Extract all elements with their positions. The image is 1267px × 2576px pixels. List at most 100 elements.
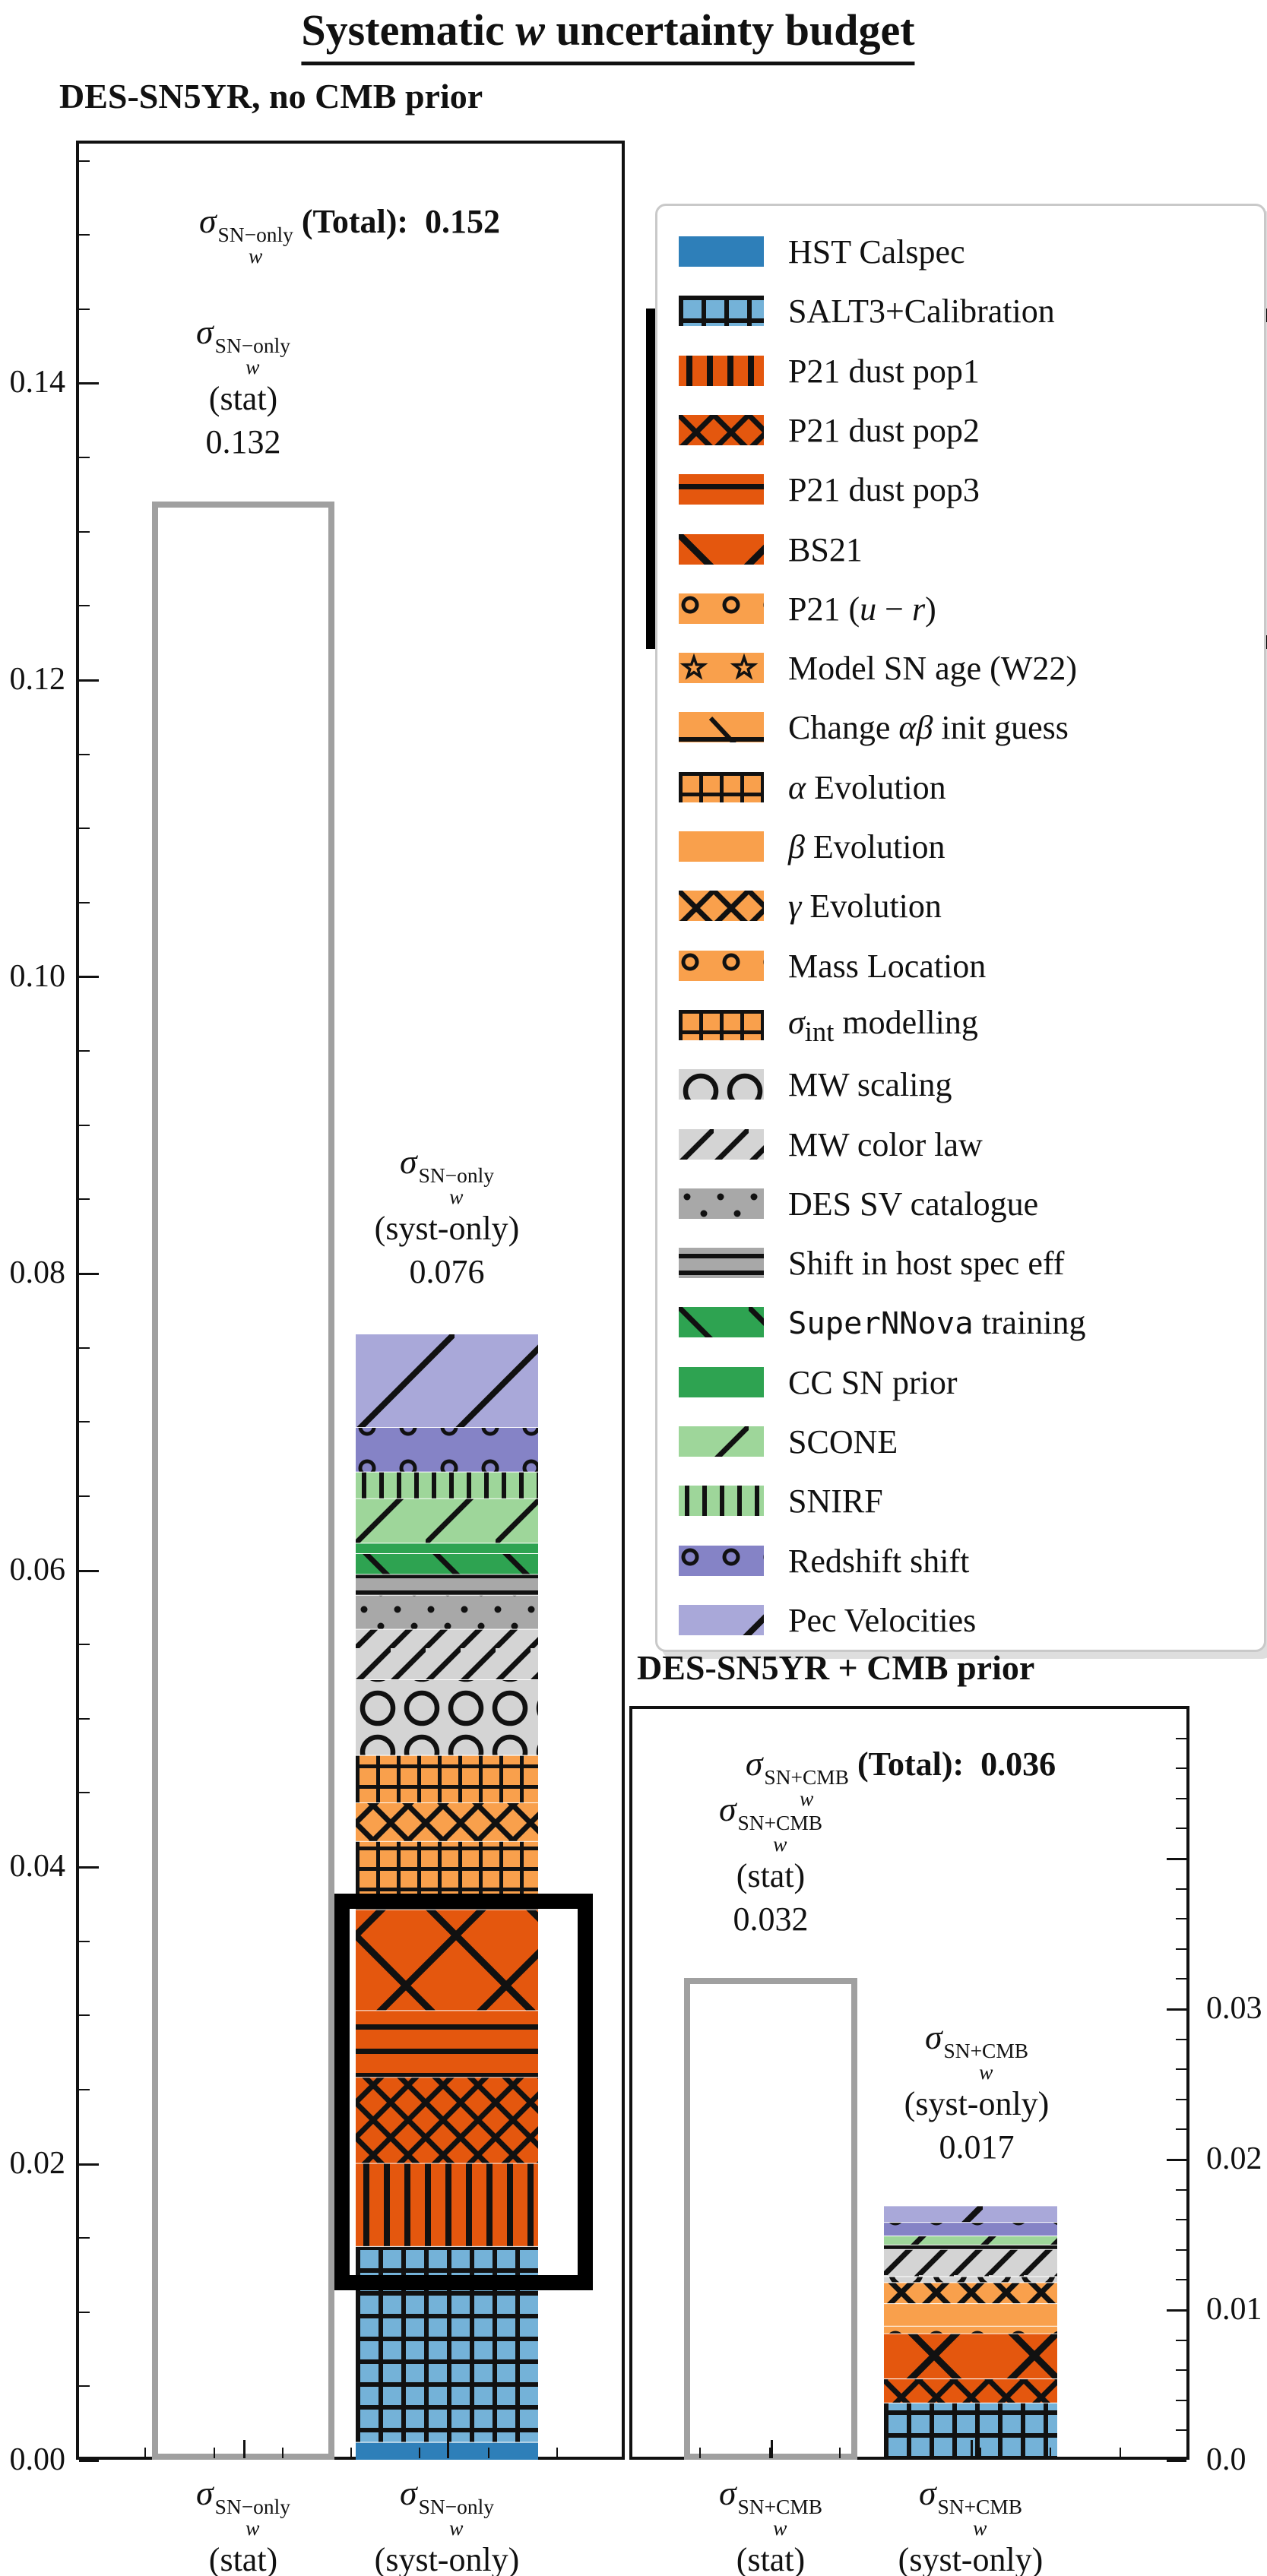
legend-item: β Evolution [657, 817, 1264, 876]
y-tick-label: 0.10 [9, 959, 66, 994]
bar-segment-hatch [356, 1427, 538, 1472]
y-tick [1167, 2309, 1186, 2312]
y-tick [1176, 1738, 1186, 1739]
legend-swatch-icon [679, 1248, 764, 1278]
bar-segment-hatch [884, 2276, 1057, 2283]
sigma-symbol: σ SN−only w [400, 2473, 494, 2540]
y-tick [79, 1198, 90, 1200]
y-tick [1176, 1918, 1186, 1919]
legend-item-label: P21 dust pop3 [788, 470, 980, 508]
legend-item: P21 dust pop3 [657, 460, 1264, 519]
y-tick [79, 1347, 90, 1349]
legend-item-label: Model SN age (W22) [788, 649, 1078, 687]
legend-item: MW color law [657, 1115, 1264, 1174]
y-tick [1176, 2249, 1186, 2251]
y-tick-label: 0.12 [9, 662, 66, 697]
x-minor-tick [419, 2448, 420, 2458]
y-tick [79, 1421, 90, 1422]
x-minor-tick [839, 2448, 841, 2458]
legend-swatch-icon [679, 1426, 764, 1457]
y-tick [1176, 1948, 1186, 1950]
sigma-symbol: σ SN−only w [400, 1142, 494, 1208]
legend-item: MW scaling [657, 1055, 1264, 1114]
left-panel-title: DES-SN5YR, no CMB prior [59, 77, 483, 116]
left-stat-annotation: σ SN−only w (stat) 0.132 [196, 312, 290, 460]
bar-segment-hatch [884, 2325, 1057, 2334]
sigma-symbol: σ SN+CMB w [718, 1790, 823, 1856]
x-minor-tick [214, 2448, 215, 2458]
y-tick [79, 309, 90, 310]
sigma-symbol: σ SN+CMB w [924, 2017, 1029, 2084]
bar-left-stat [152, 501, 334, 2460]
legend-item: Mass Location [657, 936, 1264, 995]
legend-item-label: P21 dust pop2 [788, 411, 980, 449]
legend-item: P21 dust pop1 [657, 341, 1264, 400]
legend-item-label: SuperNNova training [788, 1303, 1086, 1341]
bar-segment-hatch [884, 2235, 1057, 2245]
y-tick [79, 382, 99, 385]
legend-item: SNIRF [657, 1471, 1264, 1530]
y-tick-label: 0.00 [9, 2442, 66, 2477]
legend-item: CC SN prior [657, 1353, 1264, 1412]
legend-item: Change αβ init guess [657, 698, 1264, 757]
legend-swatch-icon [679, 1486, 764, 1516]
x-minor-tick [488, 2448, 489, 2458]
bar-segment-hatch [356, 1679, 538, 1755]
bar-segment-hatch [356, 1471, 538, 1498]
y-tick [1176, 2369, 1186, 2371]
legend-swatch-icon [679, 1546, 764, 1576]
y-tick [79, 1050, 90, 1052]
legend-swatch-icon [679, 1188, 764, 1219]
y-tick [79, 828, 90, 829]
bar-segment-hatch [356, 1574, 538, 1595]
y-tick [1176, 1767, 1186, 1769]
x-tick-label: σ SN−only w (syst-only) [374, 2473, 520, 2576]
x-minor-tick [1120, 2448, 1121, 2458]
legend-item-label: P21 dust pop1 [788, 352, 980, 390]
y-tick [79, 234, 90, 236]
legend-item: P21 (u − r) [657, 579, 1264, 638]
bar-left-syst-stacked [356, 1334, 538, 2460]
y-tick [1176, 2400, 1186, 2401]
legend-swatch-icon [679, 236, 764, 267]
legend-item-label: MW scaling [788, 1065, 952, 1103]
legend-item-label: SNIRF [788, 1482, 883, 1520]
legend-swatch-icon [679, 356, 764, 386]
legend-swatch-icon [679, 593, 764, 624]
legend-item: Shift in host spec eff [657, 1233, 1264, 1293]
legend-swatch-icon [679, 1069, 764, 1100]
bar-segment [884, 2303, 1057, 2326]
bar-segment-hatch [884, 2333, 1057, 2379]
bar-segment [356, 1543, 538, 1554]
y-tick [1176, 2429, 1186, 2431]
dust-group-highlight-box-bar [334, 1894, 593, 2290]
right-stat-annotation: σ SN+CMB w (stat) 0.032 [718, 1790, 823, 1938]
x-major-tick [243, 2440, 245, 2458]
bar-segment-hatch [884, 2282, 1057, 2304]
bar-segment-hatch [356, 1909, 538, 2011]
legend-item-label: P21 (u − r) [788, 590, 936, 628]
legend-swatch-icon [679, 1307, 764, 1337]
bar-segment-hatch [356, 2010, 538, 2078]
legend-item-label: MW color law [788, 1125, 983, 1163]
figure-title: Systematic w uncertainty budget [301, 5, 915, 65]
legend-item: Pec Velocities [657, 1590, 1264, 1650]
x-major-tick [971, 2440, 973, 2458]
legend-item: Model SN age (W22) [657, 638, 1264, 698]
legend-item: SuperNNova training [657, 1293, 1264, 1352]
y-tick [1176, 2039, 1186, 2040]
x-tick-label: σ SN+CMB w (syst-only) [898, 2473, 1044, 2576]
legend-swatch-icon [679, 534, 764, 565]
y-tick [1176, 2219, 1186, 2220]
y-tick [79, 1941, 90, 1942]
sigma-symbol: σ SN+CMB w [745, 1744, 849, 1810]
y-tick [79, 1644, 90, 1645]
bar-segment-hatch [356, 1334, 538, 1428]
y-tick [79, 2089, 90, 2090]
bar-segment-hatch [356, 2163, 538, 2246]
legend-swatch-icon [679, 1367, 764, 1397]
bar-segment-hatch [884, 2248, 1057, 2277]
sigma-symbol: σ SN−only w [198, 201, 293, 267]
legend-item-label: Pec Velocities [788, 1601, 977, 1639]
legend-item-label: β Evolution [788, 828, 945, 866]
